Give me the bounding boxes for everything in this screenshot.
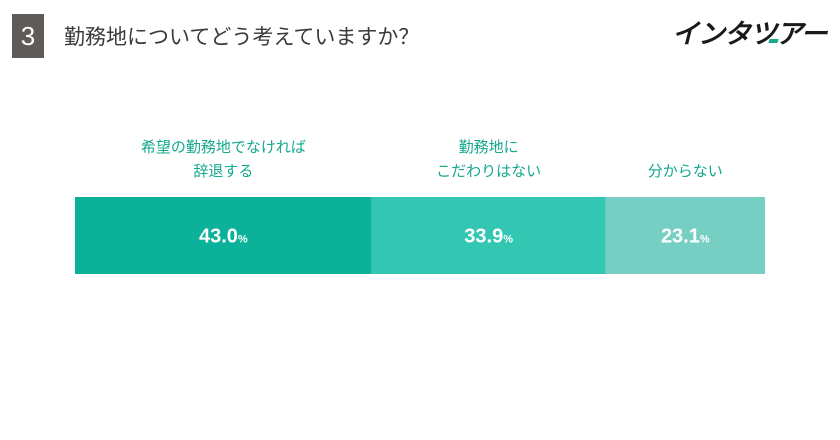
bar-segment-3	[605, 197, 765, 274]
question-title: 勤務地についてどう考えていますか？	[64, 25, 420, 49]
data-label-3: 23.1%	[661, 226, 710, 248]
bar-segment-2	[371, 197, 606, 274]
data-label-1: 43.0%	[199, 226, 248, 248]
question-number-badge: 3	[12, 14, 44, 58]
category-label-3: 分からない	[648, 162, 723, 180]
bar-segment-1	[75, 197, 372, 274]
category-label-2: 勤務地にこだわりはない	[436, 138, 541, 180]
brand-logo-text: インタツアー	[672, 19, 827, 50]
brand-logo: インタツアー	[672, 18, 827, 52]
data-label-2: 33.9%	[464, 226, 513, 248]
category-label-1: 希望の勤務地でなければ辞退する	[141, 138, 306, 180]
